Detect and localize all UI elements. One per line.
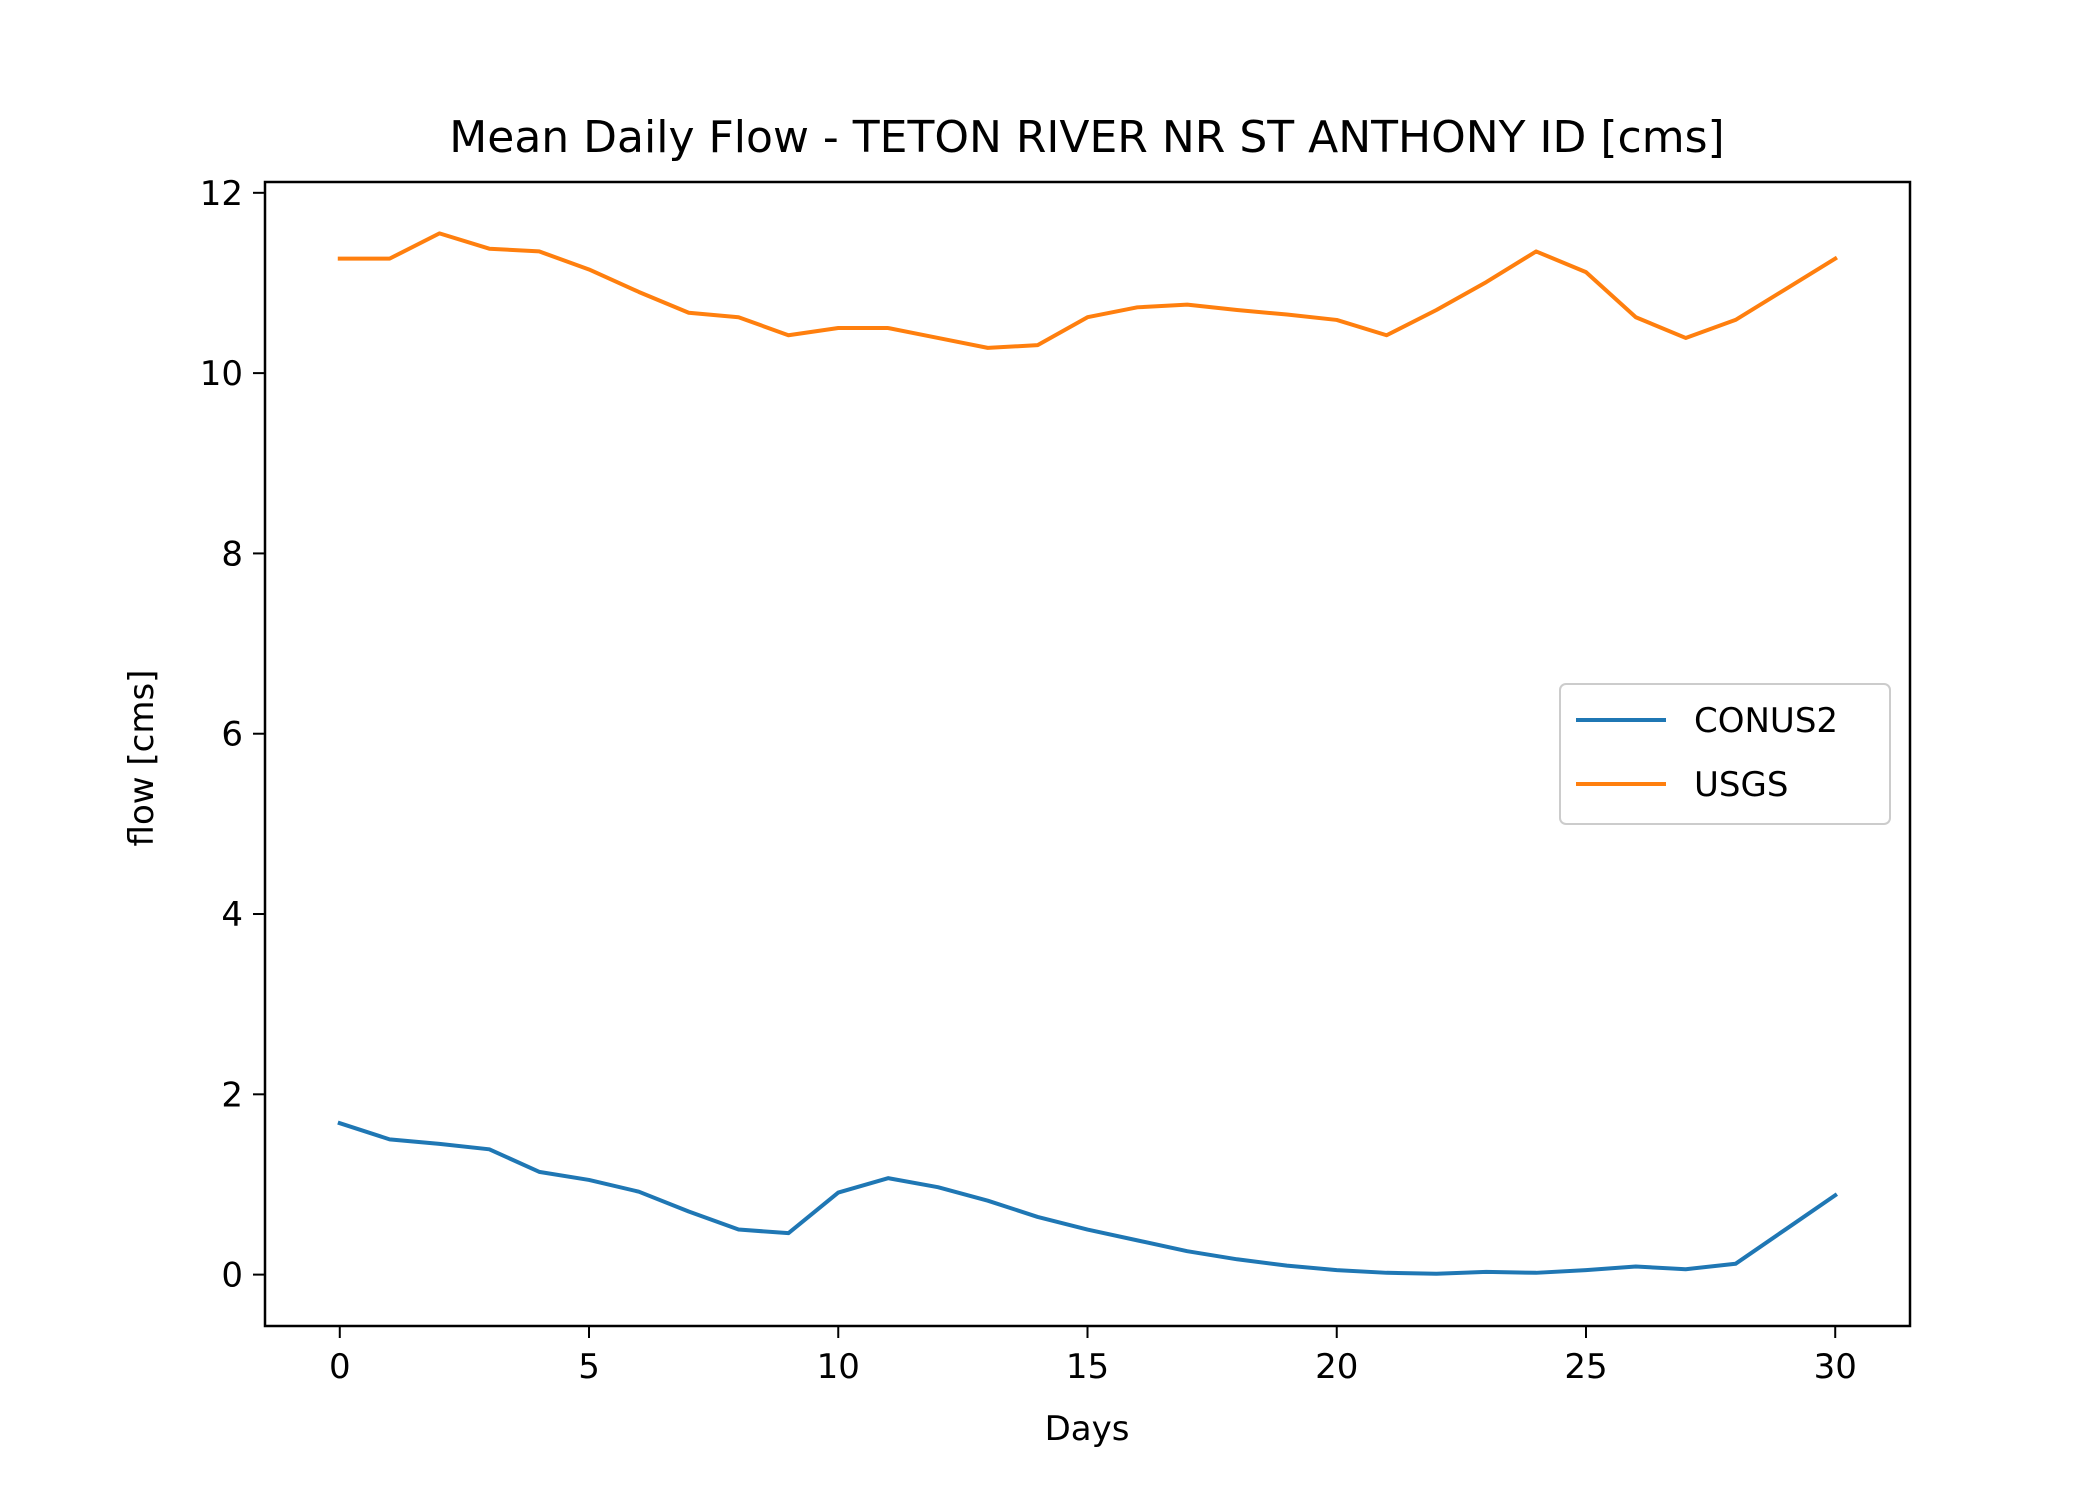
y-tick-label: 0 [221, 1256, 243, 1296]
legend-label-usgs: USGS [1694, 765, 1788, 805]
y-axis-label: flow [cms] [122, 670, 162, 847]
y-tick-label: 10 [200, 354, 243, 394]
x-tick-label: 0 [329, 1347, 351, 1387]
legend: CONUS2 USGS [1559, 683, 1891, 825]
y-tick-label: 6 [221, 715, 243, 755]
series-line-conus2 [337, 1120, 1839, 1276]
plot-area [337, 231, 1839, 1276]
x-axis-label: Days [1045, 1409, 1130, 1449]
y-tick-label: 12 [200, 174, 243, 214]
y-tick-label: 8 [221, 534, 243, 574]
series-line-usgs [337, 231, 1838, 350]
legend-label-conus2: CONUS2 [1694, 701, 1838, 741]
x-tick-label: 25 [1564, 1347, 1607, 1387]
y-tick-label: 2 [221, 1075, 243, 1115]
x-tick-label: 10 [817, 1347, 860, 1387]
x-tick-label: 15 [1066, 1347, 1109, 1387]
y-tick-label: 4 [221, 895, 243, 935]
x-tick-label: 30 [1814, 1347, 1857, 1387]
axes: 0 5 10 15 20 25 30 0 2 4 6 8 10 12 [200, 174, 1912, 1387]
x-tick-label: 5 [578, 1347, 600, 1387]
chart-title: Mean Daily Flow - TETON RIVER NR ST ANTH… [449, 112, 1724, 163]
x-tick-label: 20 [1315, 1347, 1358, 1387]
